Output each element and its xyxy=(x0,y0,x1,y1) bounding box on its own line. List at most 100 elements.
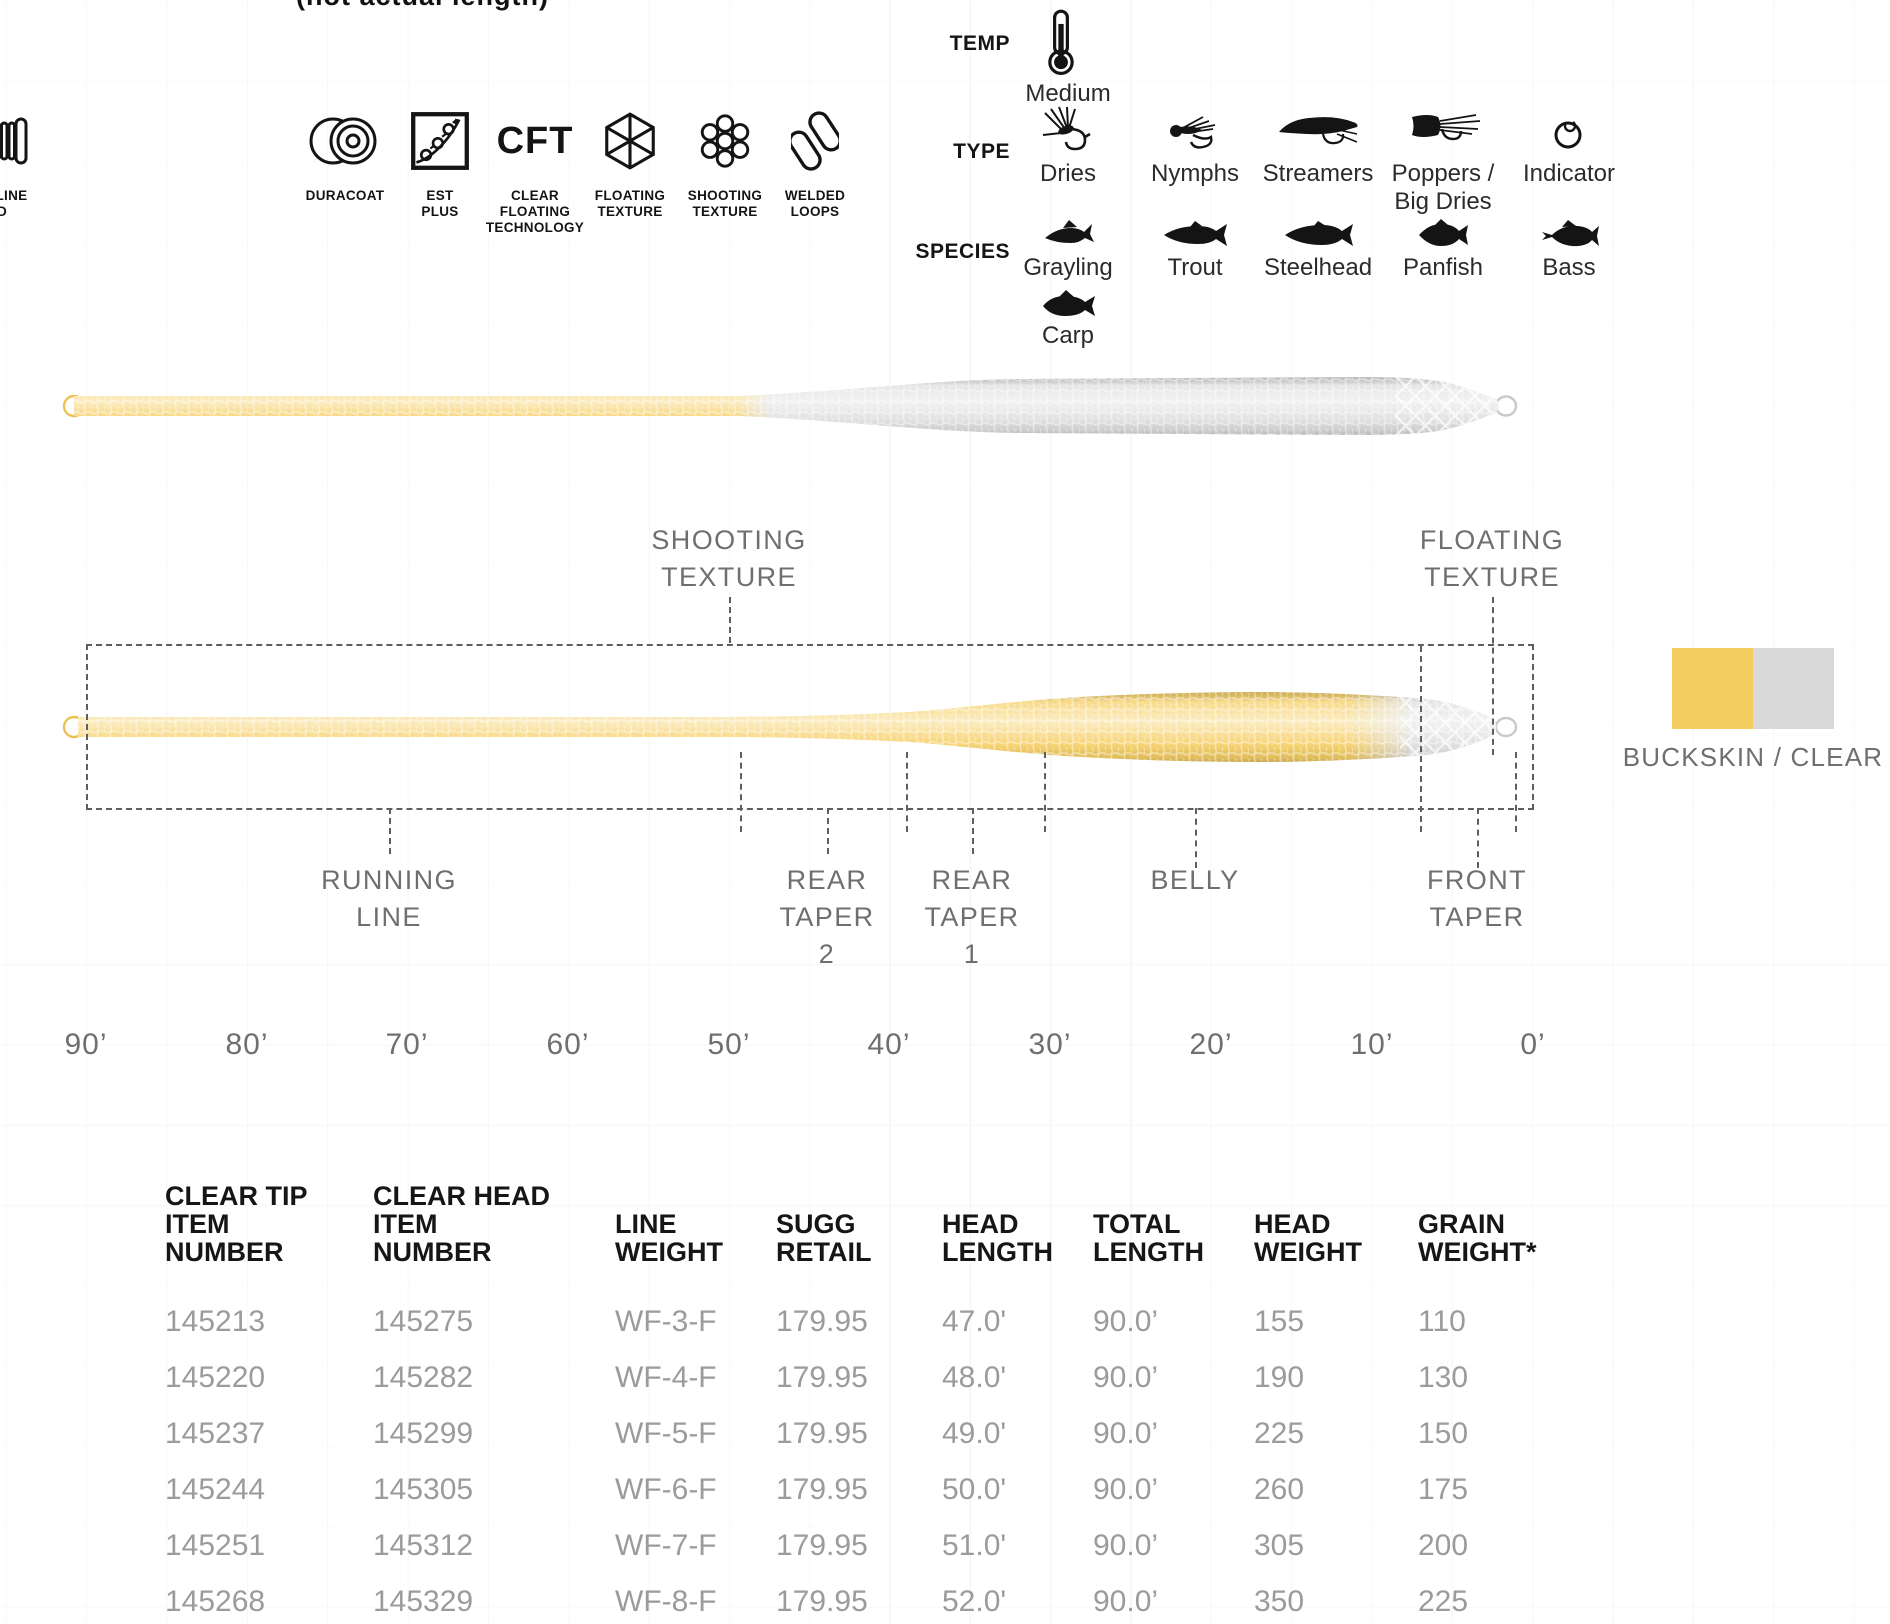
segment-divider xyxy=(906,752,908,832)
nymphs-fly-icon xyxy=(1163,102,1227,160)
segment-label-rear-taper-1: REAR TAPER 1 xyxy=(924,865,1020,969)
cell-head-length: 48.0' xyxy=(942,1361,1007,1394)
cell-total-length: 90.0’ xyxy=(1093,1473,1159,1506)
indicator-icon xyxy=(1549,102,1589,160)
type-item-label: Streamers xyxy=(1262,160,1374,187)
cell-sugg-retail: 179.95 xyxy=(776,1529,868,1562)
cell-total-length: 90.0’ xyxy=(1093,1529,1159,1562)
feature-cft: CFT CLEAR FLOATING TECHNOLOGY xyxy=(475,100,595,236)
cell-head-weight: 260 xyxy=(1254,1473,1305,1506)
callout-shooting-texture: SHOOTING TEXTURE xyxy=(651,525,807,592)
cell-line-weight: WF-8-F xyxy=(615,1585,717,1618)
cell-clear-tip-item: 145244 xyxy=(165,1473,266,1506)
cell-clear-head-item: 145299 xyxy=(373,1417,474,1450)
col-header-total-length: TOTAL LENGTH xyxy=(1093,1209,1204,1267)
temp-value: Medium xyxy=(1025,80,1111,107)
cell-head-weight: 155 xyxy=(1254,1305,1305,1338)
segment-label-front-taper: FRONT TAPER xyxy=(1427,865,1527,932)
thermometer-icon xyxy=(1046,8,1076,81)
cell-clear-tip-item: 145213 xyxy=(165,1305,266,1338)
cell-total-length: 90.0’ xyxy=(1093,1585,1159,1618)
table-row: 145237 145299 WF-5-F 179.95 49.0' 90.0’ … xyxy=(165,1406,1785,1462)
species-item-label: Trout xyxy=(1167,254,1223,281)
swatch-buckskin xyxy=(1672,648,1753,729)
shooting-texture-icon xyxy=(694,100,756,182)
ruler-tick: 30’ xyxy=(1028,1028,1072,1061)
table-row: 145268 145329 WF-8-F 179.95 52.0' 90.0’ … xyxy=(165,1574,1785,1624)
steelhead-fish-icon xyxy=(1281,216,1355,254)
feature-label: WELDED LOOPS xyxy=(784,188,846,219)
type-item-indicator: Indicator xyxy=(1484,102,1654,188)
welded-loops-icon xyxy=(791,100,839,182)
col-header-head-weight: HEAD WEIGHT xyxy=(1254,1209,1362,1267)
cell-grain-weight: 130 xyxy=(1418,1361,1469,1394)
cell-sugg-retail: 179.95 xyxy=(776,1585,868,1618)
callout-floating-texture: FLOATING TEXTURE xyxy=(1419,525,1565,592)
species-item-label: Grayling xyxy=(1023,254,1113,281)
cell-grain-weight: 225 xyxy=(1418,1585,1469,1618)
species-item-label: Panfish xyxy=(1402,254,1484,281)
cell-line-weight: WF-5-F xyxy=(615,1417,717,1450)
feature-label: FLOATING TEXTURE xyxy=(594,188,666,219)
type-item-poppers: Poppers / Big Dries xyxy=(1358,102,1528,216)
cell-head-weight: 190 xyxy=(1254,1361,1305,1394)
temp-label: TEMP xyxy=(949,32,1010,55)
segment-divider xyxy=(1515,752,1517,832)
spec-table-header: CLEAR TIP ITEM NUMBER CLEAR HEAD ITEM NU… xyxy=(165,1166,1785,1266)
label-leader xyxy=(1477,808,1479,868)
line-profile-clear-head xyxy=(62,377,1518,435)
species-item-grayling: Grayling xyxy=(983,216,1153,282)
ruler-tick: 50’ xyxy=(707,1028,751,1061)
est-plus-icon xyxy=(410,100,470,182)
cell-clear-head-item: 145329 xyxy=(373,1585,474,1618)
cell-total-length: 90.0’ xyxy=(1093,1305,1159,1338)
cell-clear-tip-item: 145268 xyxy=(165,1585,266,1618)
cell-total-length: 90.0’ xyxy=(1093,1417,1159,1450)
cell-sugg-retail: 179.95 xyxy=(776,1361,868,1394)
cell-line-weight: WF-3-F xyxy=(615,1305,717,1338)
ruler-tick: 0’ xyxy=(1520,1028,1546,1061)
col-header-head-length: HEAD LENGTH xyxy=(942,1209,1053,1267)
cell-head-length: 50.0' xyxy=(942,1473,1007,1506)
table-row: 145251 145312 WF-7-F 179.95 51.0' 90.0’ … xyxy=(165,1518,1785,1574)
cell-sugg-retail: 179.95 xyxy=(776,1305,868,1338)
species-item-label: Bass xyxy=(1542,254,1596,281)
species-item-panfish: Panfish xyxy=(1358,216,1528,282)
trout-fish-icon xyxy=(1160,216,1230,254)
type-item-label: Dries xyxy=(1039,160,1096,187)
species-item-label: Steelhead xyxy=(1263,254,1373,281)
grayling-fish-icon xyxy=(1041,216,1095,254)
spec-table-body: 145213 145275 WF-3-F 179.95 47.0' 90.0’ … xyxy=(165,1294,1785,1624)
feature-label: SHOOTING TEXTURE xyxy=(687,188,763,219)
cell-clear-head-item: 145282 xyxy=(373,1361,474,1394)
cell-head-length: 49.0' xyxy=(942,1417,1007,1450)
dries-fly-icon xyxy=(1035,102,1101,160)
segment-divider xyxy=(740,752,742,832)
ruler-tick: 10’ xyxy=(1350,1028,1394,1061)
cell-line-weight: WF-7-F xyxy=(615,1529,717,1562)
cell-grain-weight: 110 xyxy=(1418,1305,1466,1338)
callout-leader xyxy=(729,597,731,643)
cell-head-weight: 225 xyxy=(1254,1417,1305,1450)
cell-total-length: 90.0’ xyxy=(1093,1361,1159,1394)
cell-line-weight: WF-4-F xyxy=(615,1361,717,1394)
cell-head-length: 51.0' xyxy=(942,1529,1007,1562)
feature-shooting-texture: SHOOTING TEXTURE xyxy=(665,100,785,220)
cell-clear-tip-item: 145220 xyxy=(165,1361,266,1394)
col-header-grain-weight: GRAIN WEIGHT* xyxy=(1418,1209,1537,1267)
type-item-nymphs: Nymphs xyxy=(1110,102,1280,188)
cft-badge: CFT xyxy=(496,119,574,162)
type-label: TYPE xyxy=(953,140,1010,163)
species-item-bass: Bass xyxy=(1484,216,1654,282)
segment-label-rear-taper-2: REAR TAPER 2 xyxy=(779,865,875,969)
ruler-tick: 90’ xyxy=(64,1028,108,1061)
cell-head-length: 47.0' xyxy=(942,1305,1007,1338)
carp-fish-icon xyxy=(1039,288,1097,322)
label-leader xyxy=(389,808,391,854)
species-item-carp: Carp xyxy=(983,288,1153,350)
taper-diagram xyxy=(62,377,1518,762)
feature-welded-loops: WELDED LOOPS xyxy=(755,100,875,220)
feature-floating-texture: FLOATING TEXTURE xyxy=(570,100,690,220)
streamers-fly-icon xyxy=(1275,102,1361,160)
